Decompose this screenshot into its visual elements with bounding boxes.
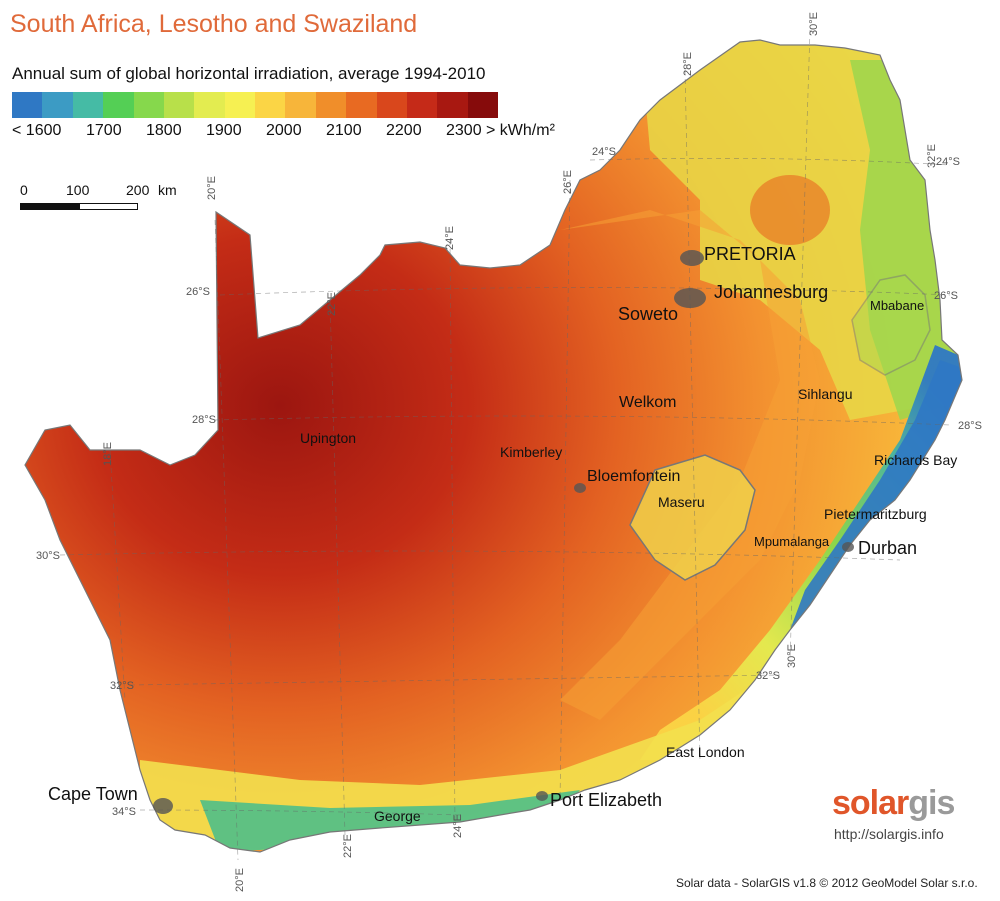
- scale-unit: km: [158, 182, 177, 198]
- solargis-logo: solargis: [832, 784, 955, 822]
- city-label-pretoria: PRETORIA: [704, 244, 796, 264]
- scale-segment: [20, 203, 79, 210]
- legend-unit: > kWh/m²: [486, 122, 555, 139]
- city-label-upington: Upington: [300, 430, 357, 446]
- city-label-cape-town: Cape Town: [48, 784, 138, 804]
- city-label-mbabane: Mbabane: [870, 298, 925, 313]
- city-label-sihlangu: Sihlangu: [798, 386, 853, 402]
- coord-label: 28°E: [682, 52, 694, 76]
- coord-label: 26°S: [186, 286, 210, 298]
- legend-swatch: [285, 92, 316, 118]
- legend-swatch: [467, 92, 498, 118]
- legend-label: 2100: [326, 122, 362, 139]
- legend-label: 2200: [386, 122, 422, 139]
- legend-label: 2300: [446, 122, 482, 139]
- coord-label: 22°E: [342, 834, 354, 858]
- coord-label: 28°S: [192, 414, 216, 426]
- legend-swatch: [163, 92, 195, 118]
- coord-label: 28°S: [958, 420, 982, 432]
- city-label-richards-bay: Richards Bay: [874, 452, 958, 468]
- legend-swatch: [376, 92, 407, 118]
- coord-label: 30°E: [808, 12, 820, 36]
- coord-label: 30°E: [786, 644, 798, 668]
- city-label-maseru: Maseru: [658, 494, 705, 510]
- coord-label: 20°E: [234, 868, 246, 892]
- city-label-durban: Durban: [858, 538, 918, 558]
- legend-swatch: [315, 92, 347, 118]
- city-label-kimberley: Kimberley: [500, 444, 563, 460]
- legend-label: 2000: [266, 122, 302, 139]
- map-subtitle: Annual sum of global horizontal irradiat…: [12, 64, 486, 83]
- legend-label: 1900: [206, 122, 242, 139]
- legend-swatch: [224, 92, 255, 118]
- legend-swatch: [346, 92, 377, 118]
- coord-label: 18°E: [102, 442, 114, 466]
- legend-swatch: [194, 92, 225, 118]
- scale-segment: [79, 203, 138, 210]
- city-label-pietermaritzburg: Pietermaritzburg: [824, 506, 927, 522]
- city-label-east-london: East London: [666, 744, 745, 760]
- data-credit: Solar data - SolarGIS v1.8 © 2012 GeoMod…: [676, 876, 978, 890]
- city-label-soweto: Soweto: [618, 304, 679, 324]
- city-label-mpumalanga: Mpumalanga: [754, 534, 830, 549]
- city-label-johannesburg: Johannesburg: [714, 282, 829, 302]
- city-label-bloemfontein: Bloemfontein: [587, 468, 681, 485]
- coord-label: 24°E: [452, 814, 464, 838]
- scale-label: 100: [66, 182, 90, 198]
- coord-label: 34°S: [112, 806, 136, 818]
- coord-label: 32°S: [756, 670, 780, 682]
- website-link[interactable]: http://solargis.info: [834, 826, 944, 842]
- legend-color-scale: [12, 92, 498, 118]
- legend-swatch: [406, 92, 438, 118]
- legend-swatch: [103, 92, 134, 118]
- legend-label: 1700: [86, 122, 122, 139]
- map-title: South Africa, Lesotho and Swaziland: [10, 10, 418, 38]
- scale-bar: 0 100 200 km: [20, 182, 260, 222]
- coord-label: 32°S: [110, 680, 134, 692]
- city-label-port-elizabeth: Port Elizabeth: [550, 790, 663, 810]
- city-label-george: George: [374, 808, 421, 824]
- legend-label: 1800: [146, 122, 182, 139]
- scale-label: 200: [126, 182, 150, 198]
- scale-label: 0: [20, 182, 28, 198]
- coord-label: 22°E: [326, 292, 338, 316]
- legend-swatch: [133, 92, 164, 118]
- coord-label: 20°E: [206, 176, 218, 200]
- coord-label: 26°E: [562, 170, 574, 194]
- coord-label: 24°S: [936, 156, 960, 168]
- coord-label: 30°S: [36, 550, 60, 562]
- coord-label: 24°S: [592, 146, 616, 158]
- legend-label: < 1600: [12, 122, 62, 139]
- swaziland-border: [851, 274, 931, 376]
- city-label-welkom: Welkom: [619, 394, 677, 411]
- coord-label: 26°S: [934, 290, 958, 302]
- legend-labels: < 1600 1700 1800 1900 2000 2100 2200 230…: [0, 122, 560, 144]
- legend-swatch: [42, 92, 73, 118]
- coord-label: 32°E: [926, 144, 938, 168]
- legend-swatch: [72, 92, 104, 118]
- legend-swatch: [12, 92, 43, 118]
- coord-label: 24°E: [444, 226, 456, 250]
- legend-swatch: [255, 92, 286, 118]
- lesotho-border: [629, 454, 756, 581]
- legend-swatch: [437, 92, 468, 118]
